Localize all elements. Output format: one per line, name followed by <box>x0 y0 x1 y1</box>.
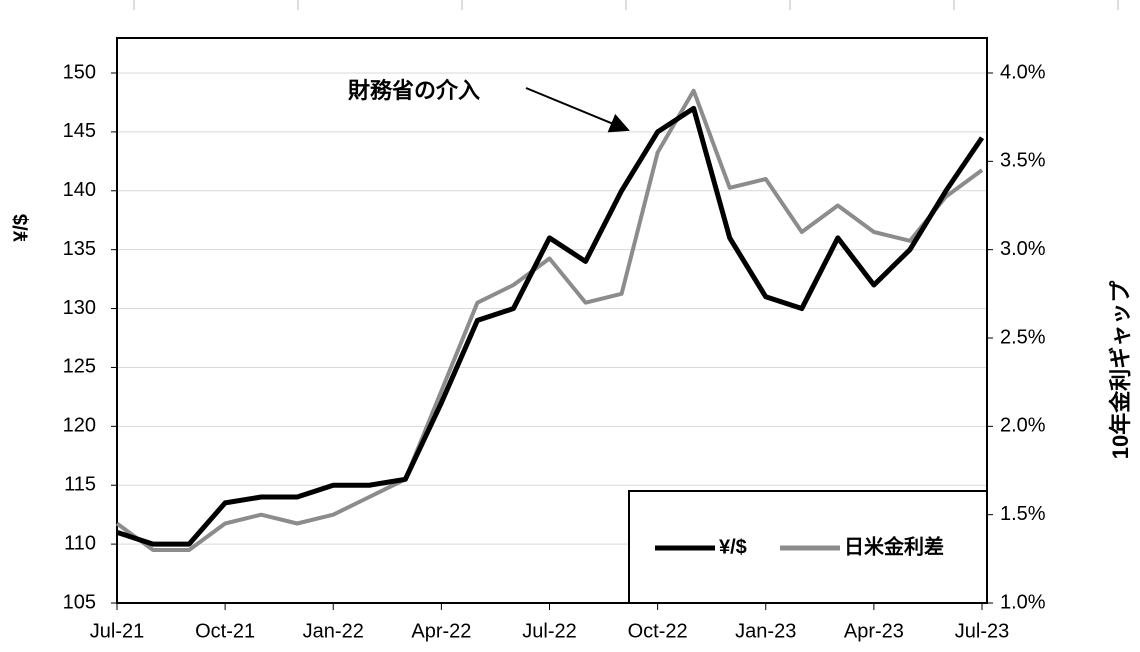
y-tick-label: 115 <box>64 474 96 496</box>
y-tick-label: 145 <box>63 120 96 142</box>
annotation: 財務省の介入 <box>348 78 480 103</box>
y2-tick-label: 1.0% <box>1000 591 1046 613</box>
x-tick-label: Apr-22 <box>411 620 471 642</box>
x-tick-label: Jan-22 <box>303 620 364 642</box>
plot-frame <box>116 37 988 604</box>
y2-tick-label: 3.0% <box>1000 238 1046 260</box>
y-tick-label: 140 <box>63 179 96 201</box>
y-tick-label: 120 <box>63 415 96 437</box>
y2-tick-label: 4.0% <box>1000 61 1046 83</box>
series-line <box>115 88 984 552</box>
annotation-arrow <box>525 87 630 133</box>
y2-tick-label: 2.5% <box>1000 326 1046 348</box>
y-axis-label: ¥/$ <box>10 214 32 242</box>
y2-tick-label: 2.0% <box>1000 415 1046 437</box>
y2-tick-label: 3.5% <box>1000 150 1046 172</box>
legend-label: ¥/$ <box>719 536 747 558</box>
y-tick-label: 130 <box>63 297 96 319</box>
x-tick-label: Jul-23 <box>955 620 1009 642</box>
y2-axis-label: 10年金利ギャップ <box>1108 280 1133 459</box>
series-line <box>116 105 985 547</box>
y2-tick-label: 1.5% <box>1000 503 1046 525</box>
top-ticks <box>133 0 1119 10</box>
y-tick-label: 125 <box>63 356 96 378</box>
x-tick-label: Oct-21 <box>195 620 255 642</box>
x-tick-label: Jan-23 <box>735 620 796 642</box>
x-tick-label: Oct-22 <box>628 620 688 642</box>
y-tick-label: 150 <box>63 61 96 83</box>
y-tick-label: 110 <box>64 532 96 554</box>
x-tick-label: Apr-23 <box>844 620 904 642</box>
x-tick-label: Jul-22 <box>522 620 576 642</box>
legend-label: 日米金利差 <box>844 534 944 558</box>
x-tick-label: Jul-21 <box>90 620 144 642</box>
y-tick-label: 105 <box>63 591 96 613</box>
y-tick-label: 135 <box>63 238 96 260</box>
